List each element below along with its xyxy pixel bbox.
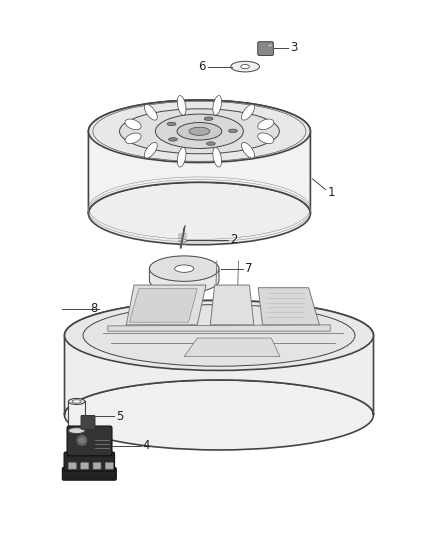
- Ellipse shape: [145, 142, 157, 158]
- Ellipse shape: [125, 119, 141, 130]
- Text: 5: 5: [116, 409, 123, 423]
- Ellipse shape: [204, 117, 213, 120]
- Ellipse shape: [241, 64, 250, 69]
- Ellipse shape: [189, 127, 210, 135]
- Polygon shape: [149, 257, 219, 293]
- Ellipse shape: [145, 104, 157, 120]
- FancyBboxPatch shape: [258, 42, 273, 55]
- FancyBboxPatch shape: [64, 452, 115, 471]
- Ellipse shape: [229, 129, 237, 133]
- Ellipse shape: [125, 133, 141, 143]
- Polygon shape: [88, 100, 311, 214]
- Ellipse shape: [68, 399, 85, 405]
- Ellipse shape: [241, 104, 254, 120]
- Polygon shape: [129, 289, 197, 322]
- Ellipse shape: [155, 114, 244, 149]
- Text: 2: 2: [230, 233, 237, 246]
- Ellipse shape: [79, 438, 85, 443]
- Polygon shape: [126, 285, 206, 325]
- Ellipse shape: [64, 380, 374, 450]
- Ellipse shape: [241, 142, 254, 158]
- FancyBboxPatch shape: [81, 463, 88, 469]
- Text: 1: 1: [328, 186, 336, 199]
- Ellipse shape: [258, 119, 274, 130]
- Ellipse shape: [68, 427, 85, 434]
- FancyBboxPatch shape: [68, 401, 85, 431]
- Ellipse shape: [231, 61, 259, 72]
- Ellipse shape: [120, 109, 279, 154]
- Ellipse shape: [213, 148, 222, 167]
- FancyBboxPatch shape: [106, 463, 113, 469]
- Ellipse shape: [88, 182, 311, 245]
- Ellipse shape: [77, 435, 87, 445]
- FancyBboxPatch shape: [67, 426, 112, 456]
- Polygon shape: [108, 325, 330, 331]
- Polygon shape: [210, 285, 254, 325]
- Text: 7: 7: [245, 262, 253, 275]
- Ellipse shape: [177, 148, 186, 167]
- FancyBboxPatch shape: [81, 416, 95, 429]
- FancyBboxPatch shape: [62, 467, 116, 480]
- Ellipse shape: [175, 265, 194, 272]
- Polygon shape: [258, 288, 319, 325]
- Ellipse shape: [169, 138, 177, 141]
- Text: 6: 6: [198, 60, 206, 73]
- FancyBboxPatch shape: [68, 463, 76, 469]
- Polygon shape: [64, 301, 374, 415]
- Text: 8: 8: [90, 302, 97, 316]
- Polygon shape: [184, 338, 280, 357]
- Ellipse shape: [258, 133, 274, 143]
- Ellipse shape: [64, 301, 374, 370]
- Ellipse shape: [83, 305, 355, 366]
- Ellipse shape: [206, 142, 215, 146]
- Ellipse shape: [167, 122, 176, 126]
- Text: 4: 4: [143, 439, 150, 452]
- FancyBboxPatch shape: [93, 463, 101, 469]
- Ellipse shape: [88, 100, 311, 163]
- Ellipse shape: [177, 123, 222, 140]
- Text: 3: 3: [290, 41, 297, 54]
- Ellipse shape: [213, 95, 222, 115]
- Ellipse shape: [72, 400, 81, 403]
- Ellipse shape: [149, 256, 219, 281]
- Ellipse shape: [177, 95, 186, 115]
